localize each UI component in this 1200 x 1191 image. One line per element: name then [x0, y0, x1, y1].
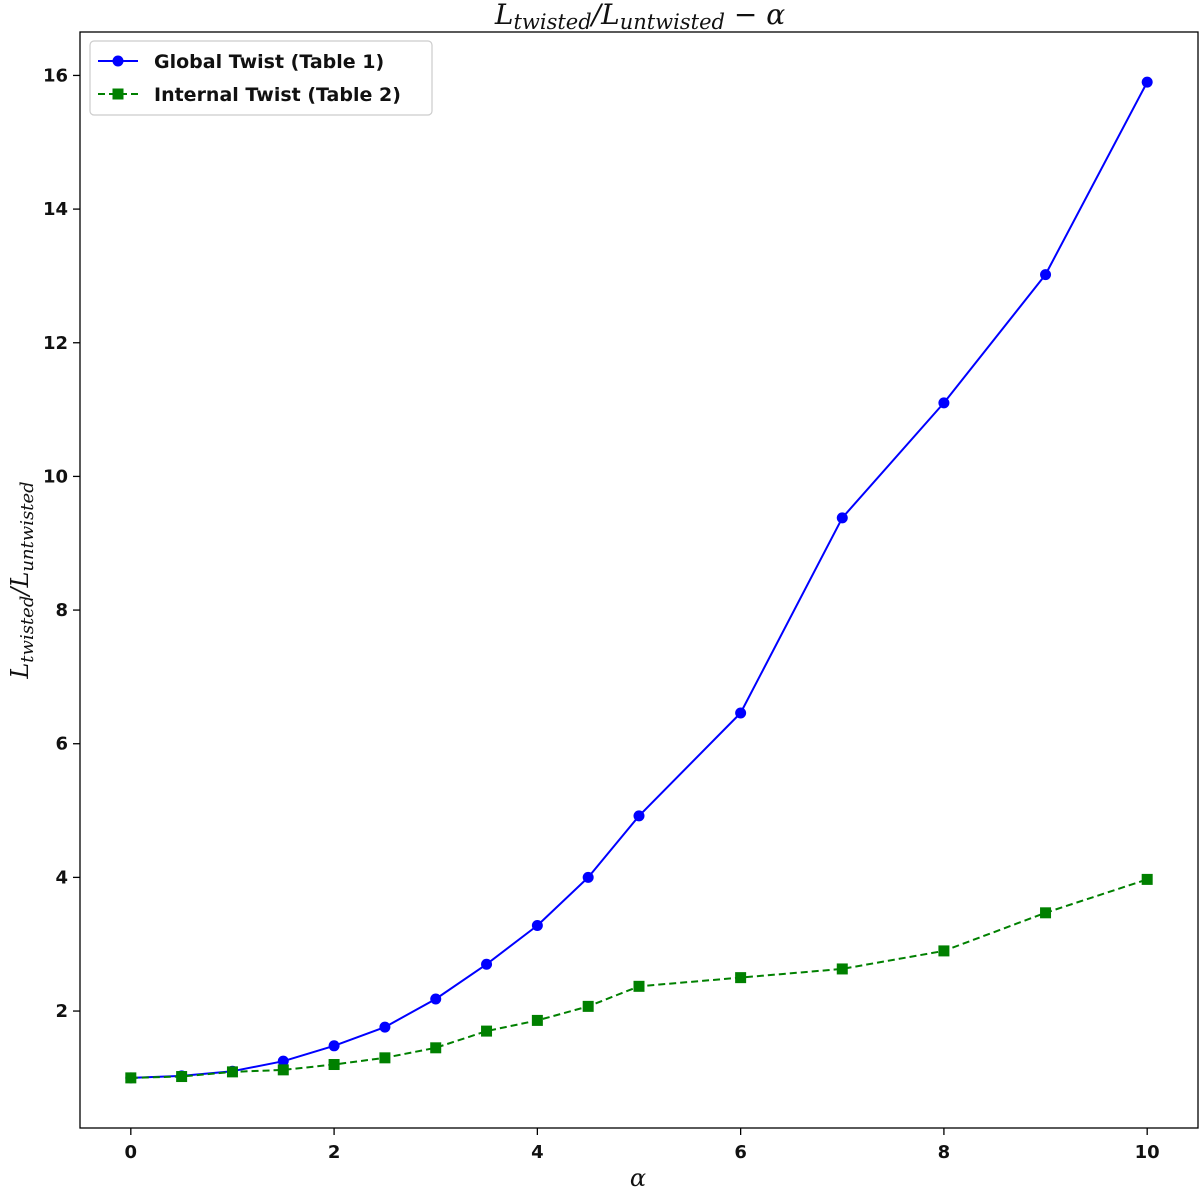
y-tick-label: 4: [55, 867, 68, 888]
data-point-global-twist: [938, 397, 950, 409]
x-axis: 0 2 4 6 8 10: [125, 1128, 1160, 1163]
legend-label-internal: Internal Twist (Table 2): [154, 84, 401, 106]
data-point-global-twist: [531, 920, 543, 932]
x-tick-label: 10: [1135, 1142, 1160, 1163]
data-point-internal-twist: [226, 1066, 238, 1078]
y-axis-label: Ltwisted/Luntwisted: [6, 481, 38, 679]
data-point-internal-twist: [328, 1059, 340, 1071]
data-point-internal-twist: [430, 1042, 442, 1054]
data-point-internal-twist: [633, 980, 645, 992]
y-tick-label: 16: [43, 65, 68, 86]
legend-box: [89, 40, 433, 116]
legend: Global Twist (Table 1) Internal Twist (T…: [89, 40, 433, 116]
data-point-internal-twist: [582, 1000, 594, 1012]
x-axis-label: α: [630, 1164, 646, 1191]
data-point-global-twist: [277, 1055, 289, 1067]
data-point-internal-twist: [938, 945, 950, 957]
data-point-internal-twist: [1141, 873, 1153, 885]
data-point-global-twist: [1141, 76, 1153, 88]
data-point-global-twist: [836, 512, 848, 524]
data-point-global-twist: [735, 707, 747, 719]
series-line-internal-twist: [130, 878, 1148, 1079]
y-tick-label: 8: [55, 600, 68, 621]
data-point-internal-twist: [125, 1072, 137, 1084]
data-point-global-twist: [379, 1021, 391, 1033]
data-point-internal-twist: [379, 1052, 391, 1064]
data-point-global-twist: [1040, 269, 1052, 281]
y-tick-label: 6: [55, 734, 68, 755]
y-tick-label: 10: [43, 466, 68, 487]
y-tick-label: 12: [43, 333, 68, 354]
data-point-internal-twist: [735, 972, 747, 984]
data-point-internal-twist: [836, 963, 848, 975]
y-tick-label: 14: [43, 199, 68, 220]
chart-title: Ltwisted/Luntwisted − α: [494, 0, 785, 34]
legend-marker-internal: [112, 88, 124, 100]
data-point-global-twist: [582, 871, 594, 883]
x-tick-label: 0: [125, 1142, 138, 1163]
data-point-global-twist: [633, 810, 645, 822]
x-tick-label: 2: [328, 1142, 341, 1163]
data-point-internal-twist: [176, 1071, 188, 1083]
x-tick-label: 8: [938, 1142, 951, 1163]
plot-area: [79, 31, 1199, 1129]
legend-label-global: Global Twist (Table 1): [154, 51, 384, 73]
series-layer: [125, 76, 1153, 1084]
y-tick-label: 2: [55, 1001, 68, 1022]
data-point-internal-twist: [277, 1064, 289, 1076]
data-point-global-twist: [430, 993, 442, 1005]
x-tick-label: 4: [531, 1142, 544, 1163]
data-point-global-twist: [481, 958, 493, 970]
legend-marker-global: [112, 55, 124, 67]
series-line-global-twist: [130, 81, 1149, 1079]
data-point-internal-twist: [531, 1014, 543, 1026]
data-point-internal-twist: [1040, 907, 1052, 919]
y-axis: 2 4 6 8 10 12 14 16: [43, 65, 80, 1022]
x-tick-label: 6: [734, 1142, 747, 1163]
data-point-internal-twist: [481, 1025, 493, 1037]
data-point-global-twist: [328, 1040, 340, 1052]
